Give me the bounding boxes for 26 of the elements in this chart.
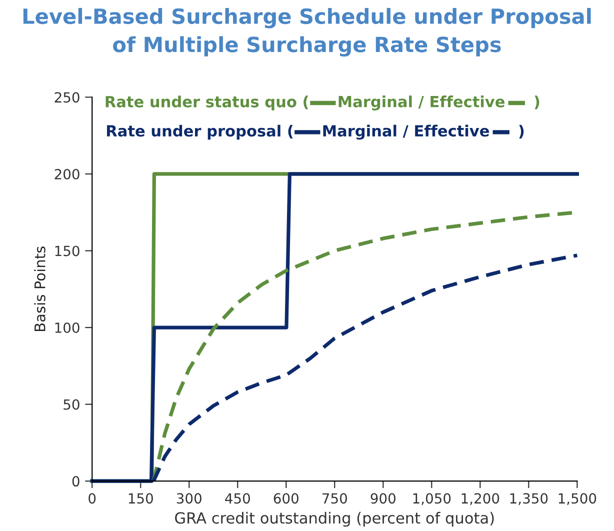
annotation: ) [534,96,540,110]
x-tick-label: 1,350 [510,493,548,506]
x-tick-label: 450 [225,493,250,504]
x-axis-title: GRA credit outstanding (percent of quota) [175,512,494,527]
annotation: Rate under proposal ( [107,124,293,140]
x-tick-label: 0 [88,493,96,504]
x-tick-label: 300 [176,493,202,504]
x-tick-label: 1,500 [558,493,596,506]
annotation: Marginal / Effective [338,96,504,110]
x-tick-label: 150 [128,493,153,504]
x-tick-label: 1,050 [413,493,451,506]
x-tick-label: 900 [370,493,396,504]
y-tick-label: 200 [54,168,80,180]
annotation: Rate under status quo ( [106,96,308,110]
y-tick-label: 0 [72,476,80,487]
x-tick-label: 600 [274,493,298,504]
chart-title: Level-Based Surcharge Schedule under Proposal of Multiple Surcharge Rate Steps [23,8,591,57]
x-tick-label: 750 [322,493,347,504]
x-tick-label: 1,200 [462,493,500,506]
y-tick-label: 50 [64,399,80,410]
annotation: ) [519,124,524,138]
annotation: Marginal / Effective [323,124,489,140]
y-tick-label: 150 [55,246,80,256]
y-tick-label: 100 [55,322,80,333]
y-axis-title: Basis Points [34,246,46,332]
y-tick-label: 250 [54,92,80,103]
